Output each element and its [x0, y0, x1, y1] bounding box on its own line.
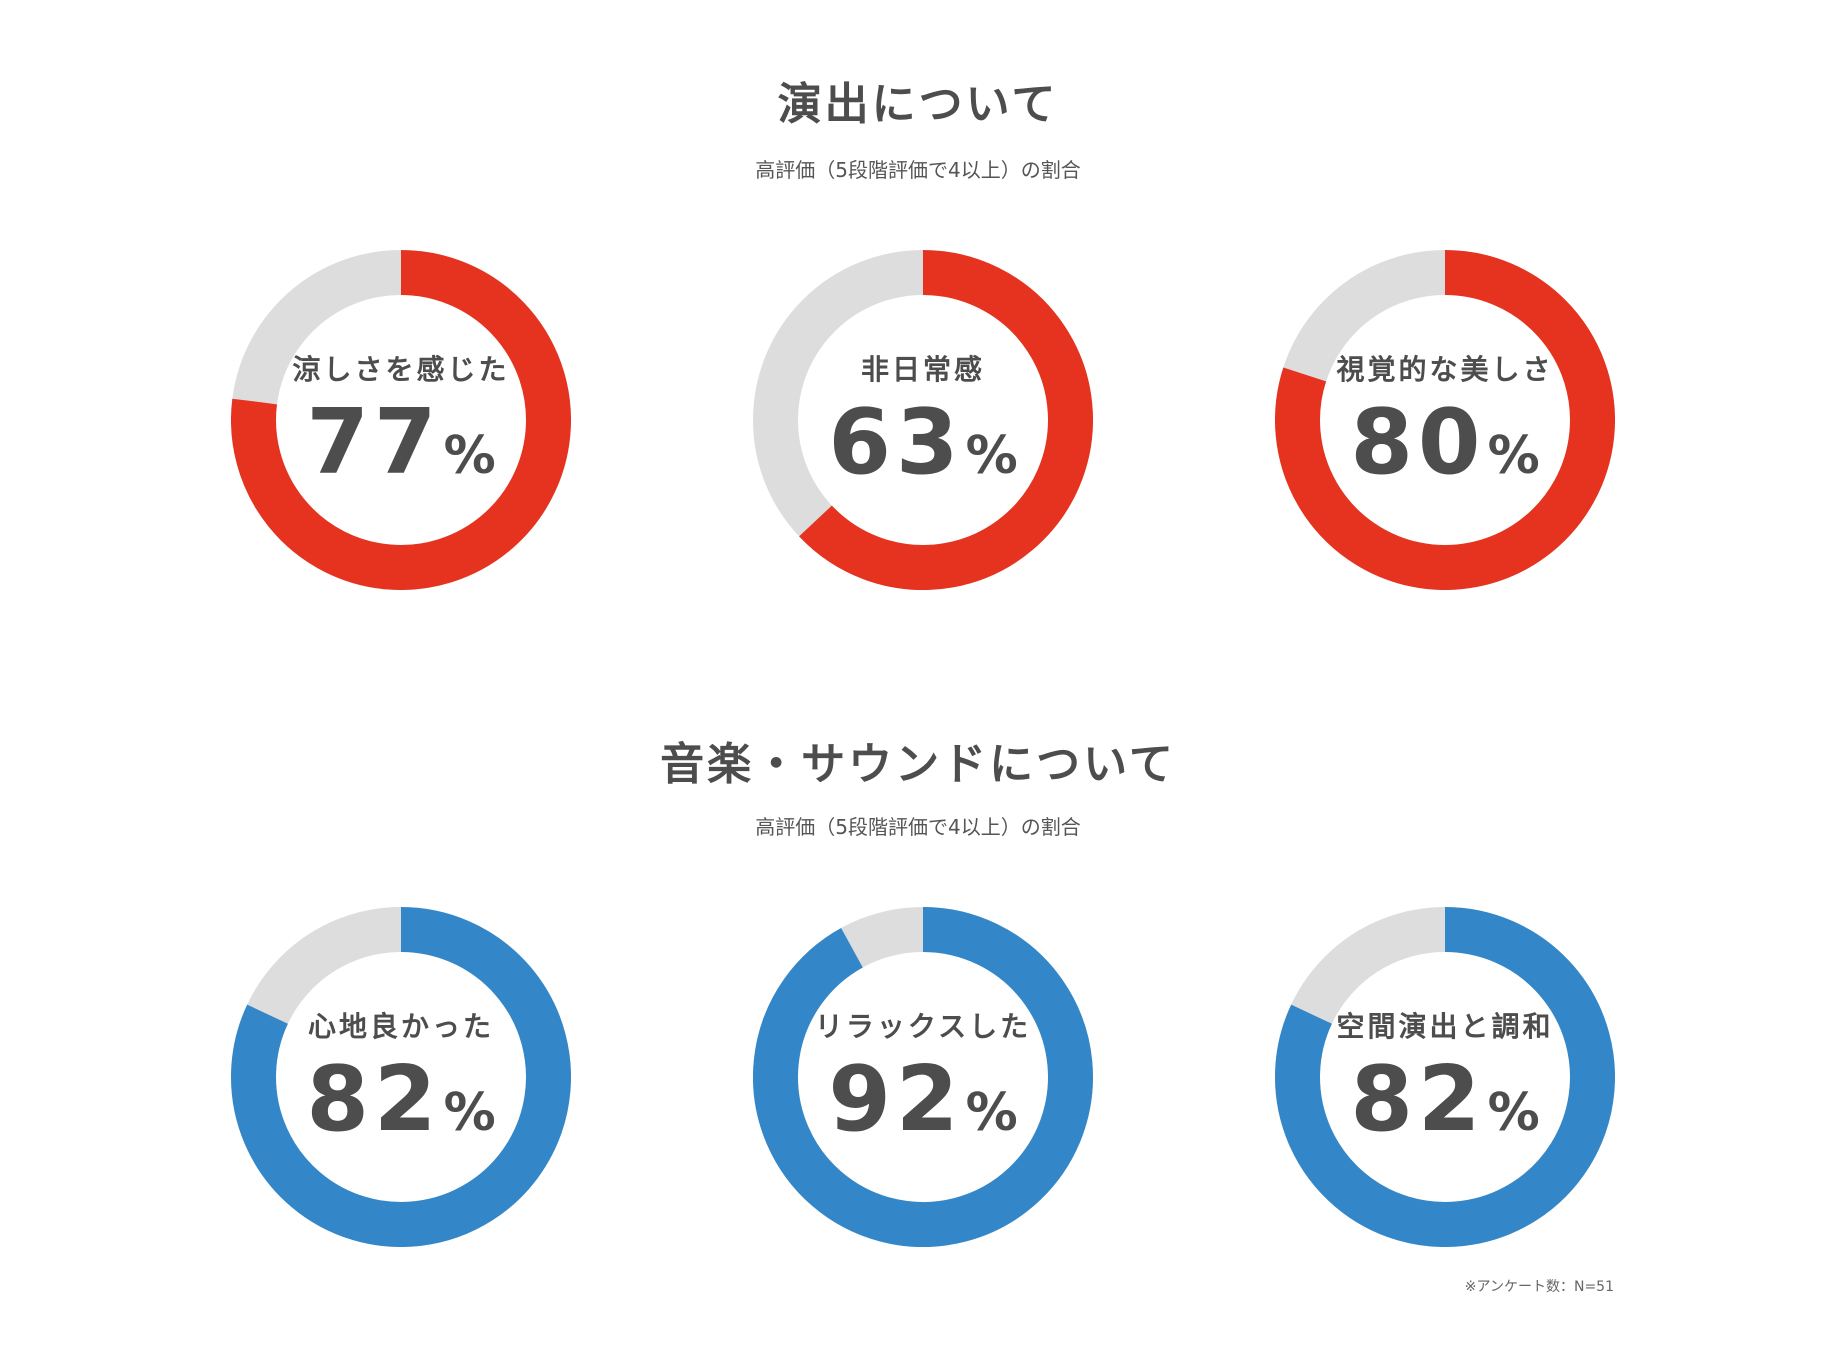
percent-unit: % — [965, 1083, 1018, 1143]
donut-number: 63 — [828, 390, 964, 495]
percent-unit: % — [1487, 1083, 1540, 1143]
donut-label: 空間演出と調和 — [1336, 1010, 1554, 1043]
donut-chart-comfortable: 心地良かった 82% — [231, 907, 571, 1247]
percent-unit: % — [965, 426, 1018, 486]
donut-fill — [1275, 907, 1615, 1247]
section-subtitle-performance: 高評価（5段階評価で4以上）の割合 — [755, 158, 1081, 182]
donut-chart-spatial-harmony: 空間演出と調和 82% — [1275, 907, 1615, 1247]
donut-value: 82% — [231, 1047, 571, 1152]
donut-label: リラックスした — [814, 1010, 1032, 1043]
donut-svg — [753, 907, 1093, 1247]
percent-unit: % — [443, 426, 496, 486]
section-title-performance: 演出について — [777, 79, 1059, 130]
donut-value: 77% — [231, 390, 571, 495]
donut-svg — [231, 250, 571, 590]
donut-value: 80% — [1275, 390, 1615, 495]
donut-value: 63% — [753, 390, 1093, 495]
donut-svg — [1275, 907, 1615, 1247]
donut-fill — [753, 907, 1093, 1247]
donut-label: 心地良かった — [307, 1010, 494, 1043]
donut-number: 77 — [306, 390, 442, 495]
donut-chart-coolness: 涼しさを感じた 77% — [231, 250, 571, 590]
donut-label: 非日常感 — [860, 353, 985, 386]
percent-unit: % — [1487, 426, 1540, 486]
section-subtitle-music-sound: 高評価（5段階評価で4以上）の割合 — [755, 815, 1081, 839]
section-title-music-sound: 音楽・サウンドについて — [660, 739, 1176, 790]
donut-svg — [753, 250, 1093, 590]
donut-number: 92 — [828, 1047, 964, 1152]
footnote-sample-size: ※アンケート数：N=51 — [1464, 1279, 1614, 1295]
donut-number: 82 — [1350, 1047, 1486, 1152]
donut-fill — [231, 907, 571, 1247]
donut-label: 涼しさを感じた — [292, 353, 510, 386]
donut-svg — [1275, 250, 1615, 590]
percent-unit: % — [443, 1083, 496, 1143]
donut-chart-relaxed: リラックスした 92% — [753, 907, 1093, 1247]
donut-value: 92% — [753, 1047, 1093, 1152]
donut-fill — [231, 250, 571, 590]
donut-value: 82% — [1275, 1047, 1615, 1152]
donut-label: 視覚的な美しさ — [1336, 353, 1554, 386]
donut-fill — [1275, 250, 1615, 590]
donut-number: 80 — [1350, 390, 1486, 495]
donut-fill — [799, 250, 1093, 590]
donut-chart-extraordinary: 非日常感 63% — [753, 250, 1093, 590]
donut-svg — [231, 907, 571, 1247]
donut-number: 82 — [306, 1047, 442, 1152]
donut-chart-visual-beauty: 視覚的な美しさ 80% — [1275, 250, 1615, 590]
